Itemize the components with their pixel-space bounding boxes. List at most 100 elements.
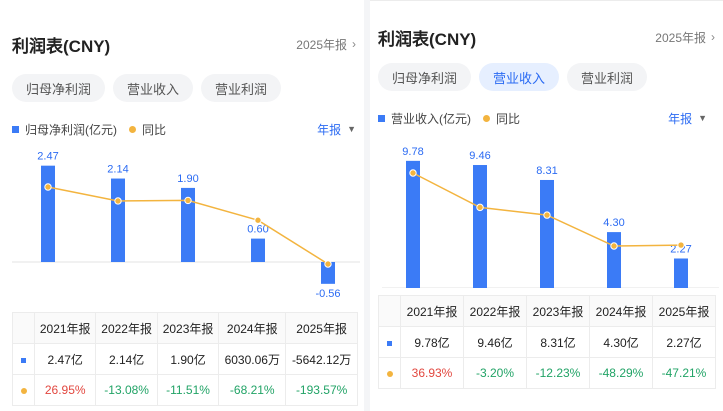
bar-5 [321,262,335,284]
bar-value-label: -0.56 [315,288,340,299]
report-year-label: 2025年报 [296,37,347,52]
value-cell: 2.14亿 [95,343,158,375]
bar-5 [674,258,688,288]
bar-value-label: 4.30 [603,217,624,229]
profit-panel-net-profit: 利润表(CNY) 2025年报 › 归母净利润 营业收入 营业利润 归母净利润(… [12,28,360,406]
bar-row-swatch [21,358,26,363]
growth-cell: -48.29% [589,357,653,389]
col-header: 2021年报 [400,295,464,327]
bar-4 [607,232,621,288]
value-cell: 6030.06万 [218,343,287,375]
data-table: 2021年报 2022年报 2023年报 2024年报 2025年报 2.47亿… [12,312,358,406]
col-header: 2025年报 [652,295,716,327]
panel-title: 利润表(CNY) [12,36,111,56]
yoy-point-1 [409,169,417,177]
chart-legend-row: 营业收入(亿元) 同比 年报 ▼ [378,109,707,127]
bar-3 [181,187,195,262]
line-row-swatch [386,371,393,377]
panel-header: 利润表(CNY) 2025年报 › [12,28,356,60]
value-cell: 9.46亿 [463,326,527,358]
yoy-point-5 [677,241,685,249]
report-year-link[interactable]: 2025年报 › [655,29,715,46]
table-row-values: 2.47亿 2.14亿 1.90亿 6030.06万 -5642.12万 [12,343,358,375]
metric-tabs: 归母净利润 营业收入 营业利润 [378,63,648,91]
bar-value-label: 9.78 [402,146,423,158]
tab-revenue[interactable]: 营业收入 [479,63,560,91]
legend-line-label: 同比 [496,111,521,126]
caret-down-icon: ▼ [347,124,356,134]
table-row-values: 9.78亿 9.46亿 8.31亿 4.30亿 2.27亿 [378,326,716,358]
col-header: 2023年报 [156,312,220,344]
value-cell: -5642.12万 [285,343,358,375]
col-header: 2021年报 [33,312,97,344]
report-year-link[interactable]: 2025年报 › [296,36,356,53]
chart-legend-row: 归母净利润(亿元) 同比 年报 ▼ [12,120,356,138]
metric-tabs: 归母净利润 营业收入 营业利润 [12,74,282,102]
tab-operating-profit[interactable]: 营业利润 [201,74,282,102]
legend-line-label: 同比 [142,122,167,137]
growth-cell: 36.93% [400,357,464,389]
row-marker [12,374,35,406]
row-marker [378,357,401,389]
value-cell: 1.90亿 [156,343,220,375]
data-table: 2021年报 2022年报 2023年报 2024年报 2025年报 9.78亿… [378,295,716,389]
chart-legend: 营业收入(亿元) 同比 [378,110,520,127]
growth-cell: -193.57% [285,374,358,406]
col-header: 2025年报 [285,312,358,344]
panel-divider [364,0,370,411]
bar-value-label: 2.27 [670,243,691,255]
growth-cell: -12.23% [526,357,590,389]
value-cell: 2.27亿 [652,326,716,358]
table-row-growth: 36.93% -3.20% -12.23% -48.29% -47.21% [378,357,716,389]
growth-cell: -13.08% [95,374,158,406]
tab-net-profit[interactable]: 归母净利润 [378,63,472,91]
line-row-swatch [20,388,27,394]
chart-legend: 归母净利润(亿元) 同比 [12,121,166,138]
bar-legend-swatch [12,125,19,133]
bar-1 [41,165,55,262]
chevron-right-icon: › [711,30,715,44]
bar-value-label: 1.90 [177,173,198,185]
yoy-point-5 [324,260,332,268]
bar-legend-swatch [378,114,385,122]
report-year-label: 2025年报 [655,30,706,45]
col-header: 2023年报 [526,295,590,327]
bar-value-label: 8.31 [536,165,557,177]
period-label: 年报 [317,122,342,137]
table-header-row: 2021年报 2022年报 2023年报 2024年报 2025年报 [12,312,358,344]
chevron-right-icon: › [352,37,356,51]
col-header: 2024年报 [218,312,287,344]
period-label: 年报 [668,111,693,126]
net-profit-chart: 2.47 2.14 1.90 0.60 -0.56 [12,151,360,299]
yoy-point-3 [184,196,192,205]
col-header: 2024年报 [589,295,653,327]
bar-row-swatch [387,341,392,346]
caret-down-icon: ▼ [698,113,707,123]
col-header: 2022年报 [463,295,527,327]
tab-net-profit[interactable]: 归母净利润 [12,74,106,102]
yoy-point-2 [114,197,122,205]
tab-revenue[interactable]: 营业收入 [113,74,194,102]
period-selector[interactable]: 年报 ▼ [317,121,356,138]
table-corner [378,295,401,327]
bar-2 [473,165,487,288]
growth-cell: -3.20% [463,357,527,389]
growth-cell: -47.21% [652,357,716,389]
table-header-row: 2021年报 2022年报 2023年报 2024年报 2025年报 [378,295,716,327]
bar-2 [111,178,125,262]
row-marker [12,343,35,375]
yoy-point-4 [254,216,262,224]
value-cell: 8.31亿 [526,326,590,358]
growth-cell: -68.21% [218,374,287,406]
yoy-point-3 [543,211,551,219]
bar-1 [406,160,420,288]
line-legend-swatch [129,125,136,133]
value-cell: 2.47亿 [33,343,97,375]
bar-value-label: 2.47 [37,151,58,163]
period-selector[interactable]: 年报 ▼ [668,110,707,127]
yoy-point-1 [44,183,52,191]
row-marker [378,326,401,358]
bar-value-label: 9.46 [469,150,490,162]
tab-operating-profit[interactable]: 营业利润 [567,63,648,91]
